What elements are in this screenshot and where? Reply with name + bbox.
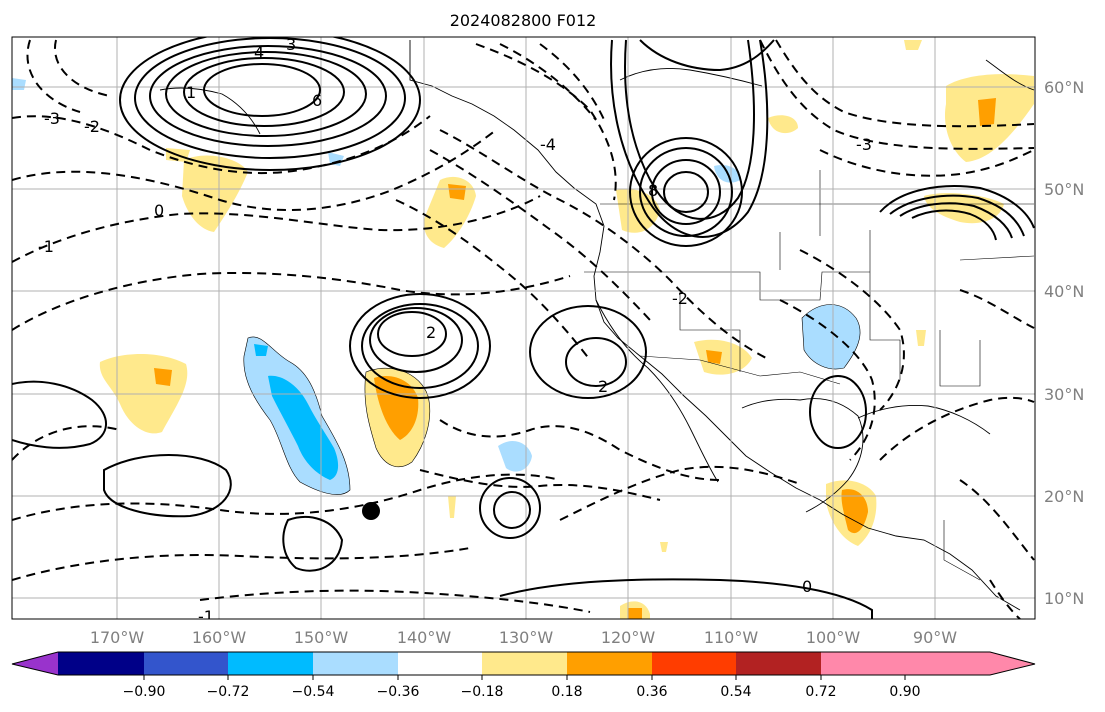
colorbar-swatch [652,652,736,675]
negative-contours [12,39,1035,619]
lon-label-160w: 160°W [192,628,247,647]
lat-label-40n: 40°N [1044,282,1084,301]
contour-label: 1 [186,83,196,102]
colorbar-label: 0.90 [889,684,920,700]
political-borders [584,170,1035,581]
colorbar-extend-max [990,652,1035,675]
colorbar-swatch [313,652,398,675]
colorbar: −0.90 −0.72 −0.54 −0.36 −0.18 0.18 0.36 … [11,651,1036,700]
contour-label: 8 [648,181,658,200]
colorbar-swatch [58,652,144,675]
positive-contours [12,37,1035,619]
map-border [11,36,1036,620]
lon-label-140w: 140°W [397,628,452,647]
lon-label-120w: 120°W [601,628,656,647]
contour-label: 6 [312,91,322,110]
contour-label: 0 [154,201,164,220]
colorbar-label: −0.54 [292,684,335,700]
lon-label-100w: 100°W [806,628,861,647]
map-title: 2024082800 F012 [450,11,597,30]
colorbar-extend-min [12,652,58,675]
lat-label-60n: 60°N [1044,78,1084,97]
colorbar-label: 0.18 [551,684,582,700]
lat-label-30n: 30°N [1044,385,1084,404]
colorbar-ticks [143,675,906,680]
colorbar-swatch [905,652,990,675]
colorbar-label: 0.36 [636,684,667,700]
contour-label: -3 [856,135,872,154]
contour-label: 2 [598,377,608,396]
colorbar-label: 0.72 [805,684,836,700]
contour-label: -2 [672,289,688,308]
colorbar-swatch [821,652,905,675]
lon-label-150w: 150°W [294,628,349,647]
lon-label-170w: 170°W [90,628,145,647]
lat-label-20n: 20°N [1044,487,1084,506]
contour-label: 0 [802,577,812,596]
lon-label-90w: 90°W [913,628,957,647]
contour-label: -1 [38,237,54,256]
contour-label: -2 [84,117,100,136]
colorbar-outline [11,651,1036,676]
colorbar-label: −0.72 [207,684,250,700]
latitude-labels: 60°N 50°N 40°N 30°N 20°N 10°N [1044,78,1084,608]
coastlines [159,40,1035,611]
lon-label-110w: 110°W [704,628,759,647]
contour-labels: 4 3 6 1 0 -1 -2 -3 2 8 -4 -2 2 0 -1 -3 [38,35,872,626]
colorbar-label: −0.90 [123,684,166,700]
colorbar-swatch [567,652,652,675]
colorbar-label: −0.36 [377,684,420,700]
shaded-fields [12,40,1034,619]
contour-label: 2 [426,323,436,342]
colorbar-swatch [228,652,313,675]
contour-label: -1 [198,607,214,626]
colorbar-swatch [144,652,228,675]
colorbar-swatch [736,652,821,675]
colorbar-label: −0.18 [461,684,504,700]
lat-label-10n: 10°N [1044,589,1084,608]
colorbar-label: 0.54 [720,684,751,700]
lon-label-130w: 130°W [499,628,554,647]
longitude-labels: 170°W 160°W 150°W 140°W 130°W 120°W 110°… [90,628,957,647]
contour-label: 4 [254,43,264,62]
colorbar-swatch [398,652,482,675]
contour-label: -3 [44,109,60,128]
colorbar-swatch [482,652,567,675]
storm-center-dot [362,502,380,520]
contour-label: 3 [286,35,296,54]
lat-label-50n: 50°N [1044,180,1084,199]
contour-label: -4 [540,135,556,154]
